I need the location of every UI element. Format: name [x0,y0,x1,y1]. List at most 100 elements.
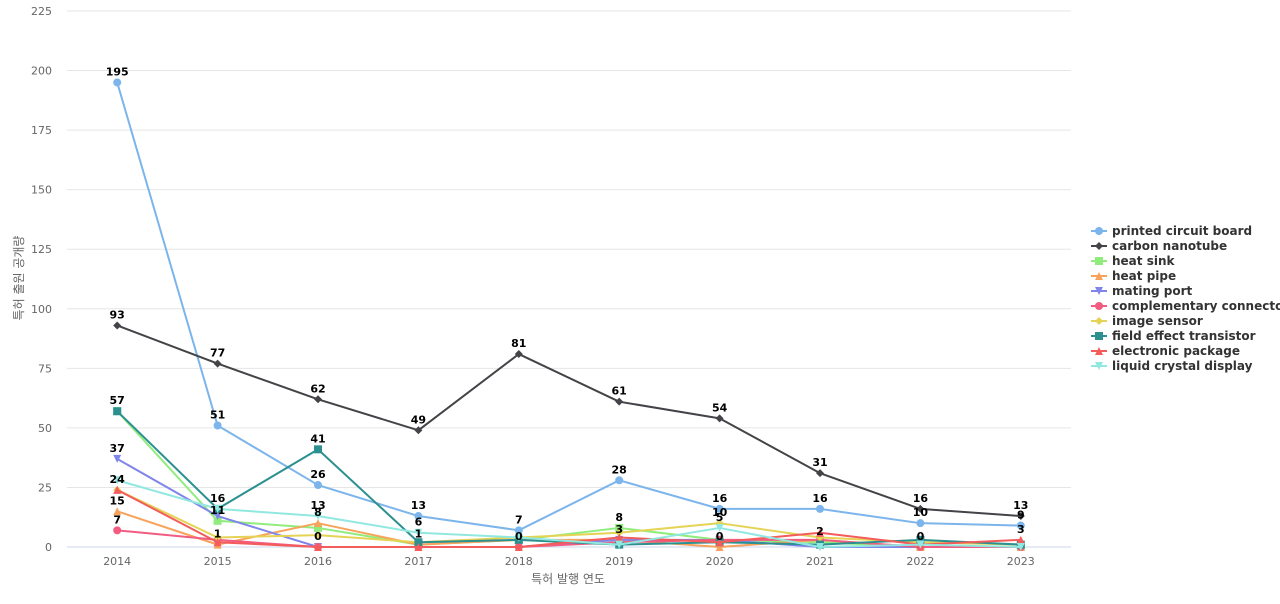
data-point[interactable] [615,523,624,532]
data-label: 6 [415,516,423,529]
data-point[interactable] [113,485,122,494]
data-point[interactable] [514,526,523,535]
legend-label: liquid crystal display [1112,359,1253,373]
legend-label: image sensor [1112,314,1203,328]
legend-item[interactable]: heat pipe [1091,269,1176,283]
legend-label: complementary connector [1112,299,1280,313]
data-point[interactable] [314,543,322,551]
legend-item[interactable]: complementary connector [1091,299,1280,313]
series-printed-circuit-board [113,78,1025,535]
data-point[interactable] [314,523,322,532]
legend-marker[interactable] [1095,227,1103,235]
series-line[interactable] [116,488,1021,548]
data-point[interactable] [213,516,222,525]
legend-item[interactable]: printed circuit board [1091,224,1252,238]
data-point[interactable] [314,519,322,528]
legend-item[interactable]: heat sink [1091,254,1175,268]
data-point[interactable] [213,538,222,547]
series-line[interactable] [116,82,1021,532]
legend-item[interactable]: liquid crystal display [1091,359,1253,373]
data-point[interactable] [615,533,624,542]
data-point[interactable] [113,78,122,87]
data-point[interactable] [213,512,222,521]
data-point[interactable] [213,359,222,368]
data-point[interactable] [916,519,925,528]
legend-item[interactable]: field effect transistor [1091,329,1256,343]
data-label: 10 [913,506,929,519]
data-point[interactable] [615,528,624,537]
data-point[interactable] [715,543,724,551]
x-tick-label: 2021 [806,555,834,568]
series-heat-sink [113,407,1025,551]
data-point[interactable] [213,533,222,542]
data-point[interactable] [414,528,423,537]
series-line[interactable] [117,529,1021,548]
legend-marker[interactable] [1095,287,1103,295]
legend-marker[interactable] [1095,332,1103,340]
legend-item[interactable]: mating port [1091,284,1193,298]
legend-marker[interactable] [1095,242,1103,250]
legend-marker[interactable] [1095,257,1103,265]
series-line[interactable] [116,488,1021,546]
series-line[interactable] [116,479,1021,548]
data-point[interactable] [715,504,724,513]
data-point[interactable] [213,504,222,513]
series-line[interactable] [116,410,1021,548]
data-point[interactable] [113,507,122,516]
data-point[interactable] [816,469,824,478]
data-point[interactable] [615,476,624,485]
legend-marker[interactable] [1095,347,1103,355]
legend-marker[interactable] [1095,302,1103,310]
legend-marker[interactable] [1095,272,1103,280]
data-point[interactable] [1016,512,1025,521]
data-point[interactable] [213,421,222,430]
data-point[interactable] [1016,521,1025,530]
data-point[interactable] [916,504,925,513]
data-point[interactable] [514,543,523,551]
data-point[interactable] [715,414,724,423]
data-point[interactable] [615,540,624,549]
data-point[interactable] [1016,535,1025,544]
y-tick-label: 100 [31,303,52,316]
data-point[interactable] [715,538,724,547]
data-point[interactable] [113,321,122,330]
data-point[interactable] [514,533,523,542]
data-point[interactable] [816,528,824,537]
data-point[interactable] [314,445,322,454]
data-point[interactable] [414,538,423,547]
legend-item[interactable]: electronic package [1091,344,1240,358]
series-line[interactable] [116,324,1021,518]
data-point[interactable] [514,350,523,359]
series-carbon-nanotube [113,321,1025,521]
data-point[interactable] [113,476,122,485]
data-point[interactable] [816,504,824,513]
data-point[interactable] [414,426,423,435]
data-point[interactable] [113,454,122,463]
data-point[interactable] [715,523,724,532]
data-label: 0 [314,530,322,543]
data-point[interactable] [1016,543,1025,551]
data-point[interactable] [816,543,824,551]
legend-marker[interactable] [1095,362,1103,370]
data-point[interactable] [113,526,122,535]
data-point[interactable] [414,512,423,521]
data-label: 77 [210,347,225,360]
data-point[interactable] [615,397,624,406]
data-point[interactable] [414,543,423,551]
legend-item[interactable]: carbon nanotube [1091,239,1227,253]
legend-marker[interactable] [1095,317,1103,325]
y-tick-label: 175 [31,124,52,137]
data-point[interactable] [314,531,322,540]
data-point[interactable] [314,481,322,490]
data-point[interactable] [916,540,925,549]
series-line[interactable] [116,410,1021,546]
data-point[interactable] [916,535,925,544]
data-point[interactable] [314,512,322,521]
series-line[interactable] [116,457,1021,548]
legend-item[interactable]: image sensor [1091,314,1203,328]
data-point[interactable] [314,395,322,404]
data-point[interactable] [113,407,122,416]
series-liquid-crystal-display [113,476,1025,551]
